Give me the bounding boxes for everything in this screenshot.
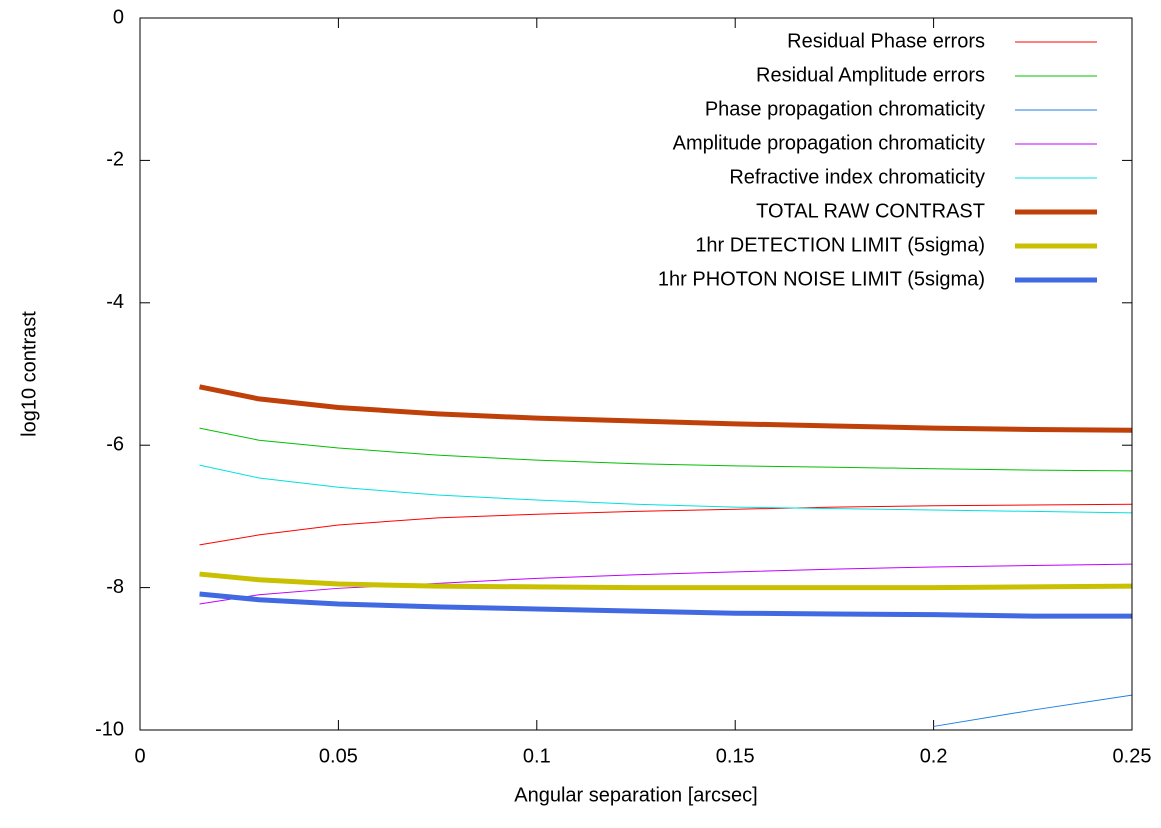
x-tick-label: 0 (134, 745, 145, 767)
y-tick-label: -10 (95, 718, 124, 740)
series-line (199, 591, 1132, 619)
series-line (199, 571, 1132, 591)
legend-label: 1hr PHOTON NOISE LIMIT (5sigma) (658, 268, 985, 290)
y-axis-label: log10 contrast (18, 311, 40, 437)
x-tick-label: 0.05 (319, 745, 358, 767)
x-axis-label: Angular separation [arcsec] (514, 784, 757, 806)
legend-label: Amplitude propagation chromaticity (673, 132, 985, 154)
series-line (199, 503, 1132, 546)
y-tick-label: -6 (106, 433, 124, 455)
x-tick-label: 0.2 (920, 745, 948, 767)
series-line (199, 384, 1132, 433)
legend-label: Residual Phase errors (787, 30, 985, 52)
legend-label: TOTAL RAW CONTRAST (756, 200, 985, 222)
plot-border (139, 17, 1133, 731)
plot-area (199, 384, 1132, 727)
series-line (933, 694, 1132, 727)
y-tick-label: -8 (106, 576, 124, 598)
y-tick-label: -2 (106, 149, 124, 171)
series-line (199, 563, 1132, 605)
legend-label: Phase propagation chromaticity (705, 98, 985, 120)
y-tick-label: 0 (113, 6, 124, 28)
x-tick-label: 0.1 (523, 745, 551, 767)
legend-label: Residual Amplitude errors (756, 64, 985, 86)
x-tick-label: 0.25 (1113, 745, 1152, 767)
y-tick-label: -4 (106, 291, 124, 313)
series-line (199, 464, 1132, 514)
legend-label: 1hr DETECTION LIMIT (5sigma) (695, 234, 985, 256)
x-tick-label: 0.15 (716, 745, 755, 767)
series-line (199, 427, 1132, 472)
legend-label: Refractive index chromaticity (729, 166, 985, 188)
